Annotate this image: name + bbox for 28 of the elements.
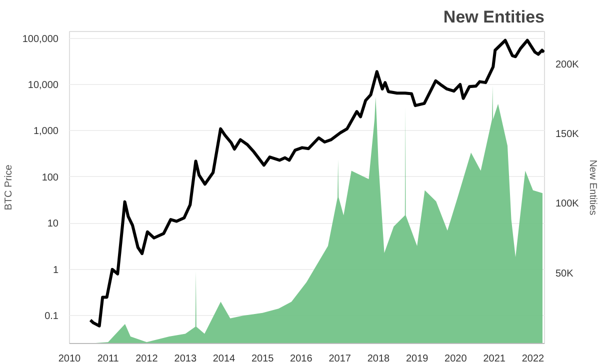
x-tick-label: 2019 [406, 354, 429, 364]
y-tick-label: 100 [42, 172, 59, 184]
x-tick-label: 2018 [367, 354, 390, 364]
x-tick-label: 2015 [251, 354, 274, 364]
x-tick-label: 2010 [58, 354, 82, 364]
chart-title: New Entities [443, 8, 545, 26]
x-tick-label: 2021 [483, 354, 506, 364]
y2-tick-label: 50K [556, 268, 574, 280]
y-axis-title: BTC Price [3, 164, 14, 210]
y-tick-label: 10 [47, 218, 59, 230]
line-series [88, 38, 544, 328]
x-tick-label: 2022 [522, 354, 545, 364]
x-tick-label: 2016 [290, 354, 313, 364]
y2-tick-label: 150K [556, 129, 580, 140]
y2-axis-title: New Entities [586, 160, 598, 216]
x-tick-label: 2014 [212, 354, 236, 364]
x-tick-label: 2012 [136, 354, 158, 364]
x-tick-label: 2011 [97, 354, 120, 364]
y-tick-label: 1 [52, 264, 59, 276]
y2-tick-label: 200K [556, 59, 580, 70]
y-tick-label: 0.1 [44, 311, 59, 322]
x-tick-label: 2013 [174, 354, 197, 364]
x-tick-label: 2020 [444, 354, 468, 364]
y2-tick-label: 100K [556, 198, 580, 210]
y-tick-label: 10,000 [28, 80, 59, 91]
y-tick-label: 100,000 [22, 34, 59, 45]
x-tick-label: 2017 [328, 354, 352, 364]
y-tick-label: 1,000 [33, 126, 59, 138]
